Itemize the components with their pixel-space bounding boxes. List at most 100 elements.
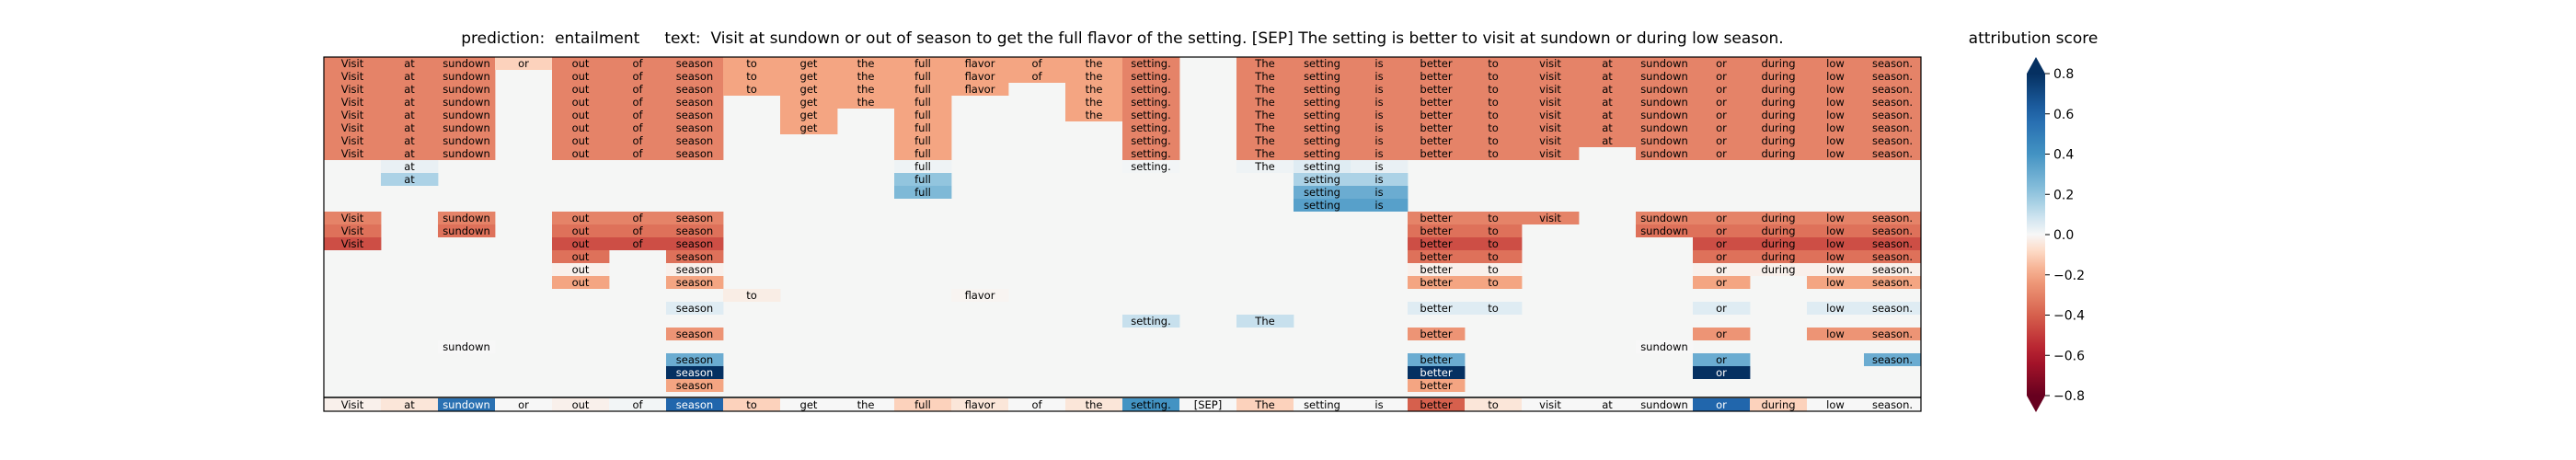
heatmap-cell [894,186,952,199]
heatmap-cell [1807,212,1865,224]
summary-cell [1465,398,1523,411]
heatmap-token-label: or [1716,302,1727,315]
heatmap-cell [1465,224,1523,237]
heatmap-cell [1294,57,1351,70]
heatmap-cell [1465,276,1523,289]
heatmap-cell [1579,121,1637,134]
heatmap-cell [1408,224,1466,237]
heatmap-cell [1122,147,1180,160]
heatmap-cell [1750,237,1808,250]
heatmap-token-label: Visit [341,121,364,134]
heatmap-token-label: sundown [443,109,490,121]
heatmap-token-label: season. [1872,302,1913,315]
heatmap-token-label: flavor [965,83,995,96]
summary-cell [1294,398,1351,411]
heatmap-token-label: The [1254,83,1274,96]
heatmap-cell [1408,328,1466,340]
colorbar-tick-label: 0.8 [2053,67,2074,82]
summary-cell [780,398,838,411]
heatmap-cell [837,70,895,83]
summary-cell [1065,398,1123,411]
heatmap-token-label: of [1031,57,1042,70]
heatmap-cell [1693,83,1751,96]
heatmap-token-label: season. [1872,224,1913,237]
heatmap-token-label: setting [1304,173,1340,186]
heatmap-token-label: Visit [341,212,364,224]
heatmap-token-label: season [676,302,713,315]
heatmap-cell [552,224,610,237]
heatmap-cell [381,147,439,160]
heatmap-token-label: better [1420,353,1452,366]
heatmap-cell [438,109,496,121]
heatmap-cell [1008,57,1066,70]
heatmap-token-label: season. [1872,212,1913,224]
heatmap-cell [438,134,496,147]
heatmap-cell [1236,70,1294,83]
heatmap-cell [1408,366,1466,379]
heatmap-cell [1579,109,1637,121]
heatmap-cell [1693,57,1751,70]
heatmap-cell [552,83,610,96]
heatmap-token-label: is [1374,109,1383,121]
summary-cell [552,398,610,411]
heatmap-token-label: of [632,224,643,237]
heatmap-token-label: the [1086,109,1103,121]
heatmap-cell [1864,57,1922,70]
heatmap-token-label: season. [1872,147,1913,160]
heatmap-token-label: season. [1872,70,1913,83]
heatmap-token-label: to [1488,250,1499,263]
heatmap-token-label: to [1488,276,1499,289]
heatmap-cell [1408,109,1466,121]
heatmap-cell [1522,109,1580,121]
heatmap-token-label: sundown [1640,147,1688,160]
heatmap-token-label: at [1602,121,1613,134]
heatmap-cell [1065,57,1123,70]
heatmap-cell [1864,70,1922,83]
heatmap-cell [1807,263,1865,276]
colorbar-tick-label: −0.6 [2053,349,2085,363]
heatmap-token-label: or [1716,263,1727,276]
heatmap-token-label: full [914,134,931,147]
heatmap-cell [780,96,838,109]
heatmap-cell [1522,121,1580,134]
heatmap-cell [1008,70,1066,83]
heatmap-token-label: low [1826,121,1845,134]
heatmap-cell [1522,70,1580,83]
heatmap-cell [1408,147,1466,160]
heatmap-token-label: season. [1872,276,1913,289]
heatmap-token-label: season [676,147,713,160]
heatmap-token-label: better [1420,109,1452,121]
heatmap-token-label: visit [1539,109,1561,121]
heatmap-token-label: is [1374,186,1383,199]
heatmap-token-label: to [746,57,757,70]
heatmap-cell [438,83,496,96]
heatmap-cell [381,160,439,173]
heatmap-token-label: of [632,109,643,121]
heatmap-token-label: to [746,289,757,302]
heatmap-cell [1522,147,1580,160]
summary-token-label: get [800,398,818,411]
heatmap-token-label: season [676,328,713,340]
heatmap-token-label: better [1420,263,1452,276]
heatmap-cell [1351,121,1409,134]
heatmap-token-label: low [1826,109,1845,121]
heatmap-token-label: is [1374,173,1383,186]
heatmap-cell [1351,70,1409,83]
heatmap-cell [1750,109,1808,121]
heatmap-cell [1864,237,1922,250]
heatmap-token-label: The [1254,121,1274,134]
heatmap-token-label: of [632,83,643,96]
heatmap-cell [1351,186,1409,199]
heatmap-cell [1122,134,1180,147]
heatmap-cell [1122,70,1180,83]
colorbar-title: attribution score [1968,29,2099,48]
heatmap-cell [1864,134,1922,147]
heatmap-token-label: the [857,83,875,96]
heatmap-token-label: better [1420,224,1452,237]
heatmap-cell [324,134,382,147]
heatmap-cell [1351,160,1409,173]
heatmap-cell [1236,121,1294,134]
heatmap-cell [1864,96,1922,109]
heatmap-token-label: season. [1872,121,1913,134]
heatmap-cell [1579,134,1637,147]
